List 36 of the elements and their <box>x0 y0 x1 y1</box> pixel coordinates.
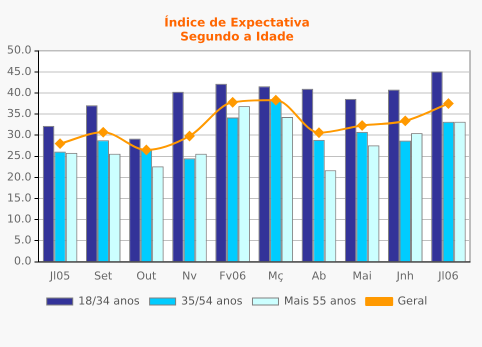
y-tick-label: 30.0 <box>6 128 32 142</box>
point <box>98 127 108 138</box>
y-tick-label: 10.0 <box>6 212 32 226</box>
x-tick-label: Jl05 <box>48 269 70 282</box>
legend-label: Geral <box>398 294 428 308</box>
y-tick-label: 5.0 <box>14 234 32 247</box>
point <box>228 97 238 108</box>
point <box>357 120 368 130</box>
y-tick-label: 25.0 <box>6 149 32 162</box>
x-tick-label: Fv06 <box>219 269 246 282</box>
point <box>400 116 410 126</box>
x-tick-label: Out <box>136 269 158 282</box>
point <box>270 95 281 106</box>
x-tick-label: Jnh <box>396 269 414 282</box>
point <box>55 138 66 149</box>
legend-label: 18/34 anos <box>78 294 140 308</box>
y-tick-label: 50.0 <box>6 44 32 57</box>
legend-label: 35/54 anos <box>181 294 243 308</box>
x-tick-label: Ab <box>312 269 326 282</box>
y-tick-label: 0.0 <box>14 254 32 268</box>
x-tick-label: Jl06 <box>437 269 459 282</box>
y-tick-label: 40.0 <box>6 86 32 99</box>
x-tick-label: Nv <box>182 269 198 282</box>
x-tick-label: Mai <box>352 269 372 282</box>
x-tick-label: Mç <box>268 269 284 282</box>
y-tick-label: 35.0 <box>6 106 32 120</box>
legend-label: Mais 55 anos <box>284 294 356 308</box>
x-tick-label: Set <box>94 269 113 282</box>
y-tick-label: 15.0 <box>6 191 32 204</box>
point <box>314 128 324 138</box>
y-tick-label: 20.0 <box>6 170 32 184</box>
point <box>184 131 195 142</box>
y-tick-label: 45.0 <box>6 64 32 78</box>
point <box>141 144 152 155</box>
point <box>443 98 454 109</box>
chart-title: Índice de Expectativa Segundo a Idade <box>164 14 310 44</box>
